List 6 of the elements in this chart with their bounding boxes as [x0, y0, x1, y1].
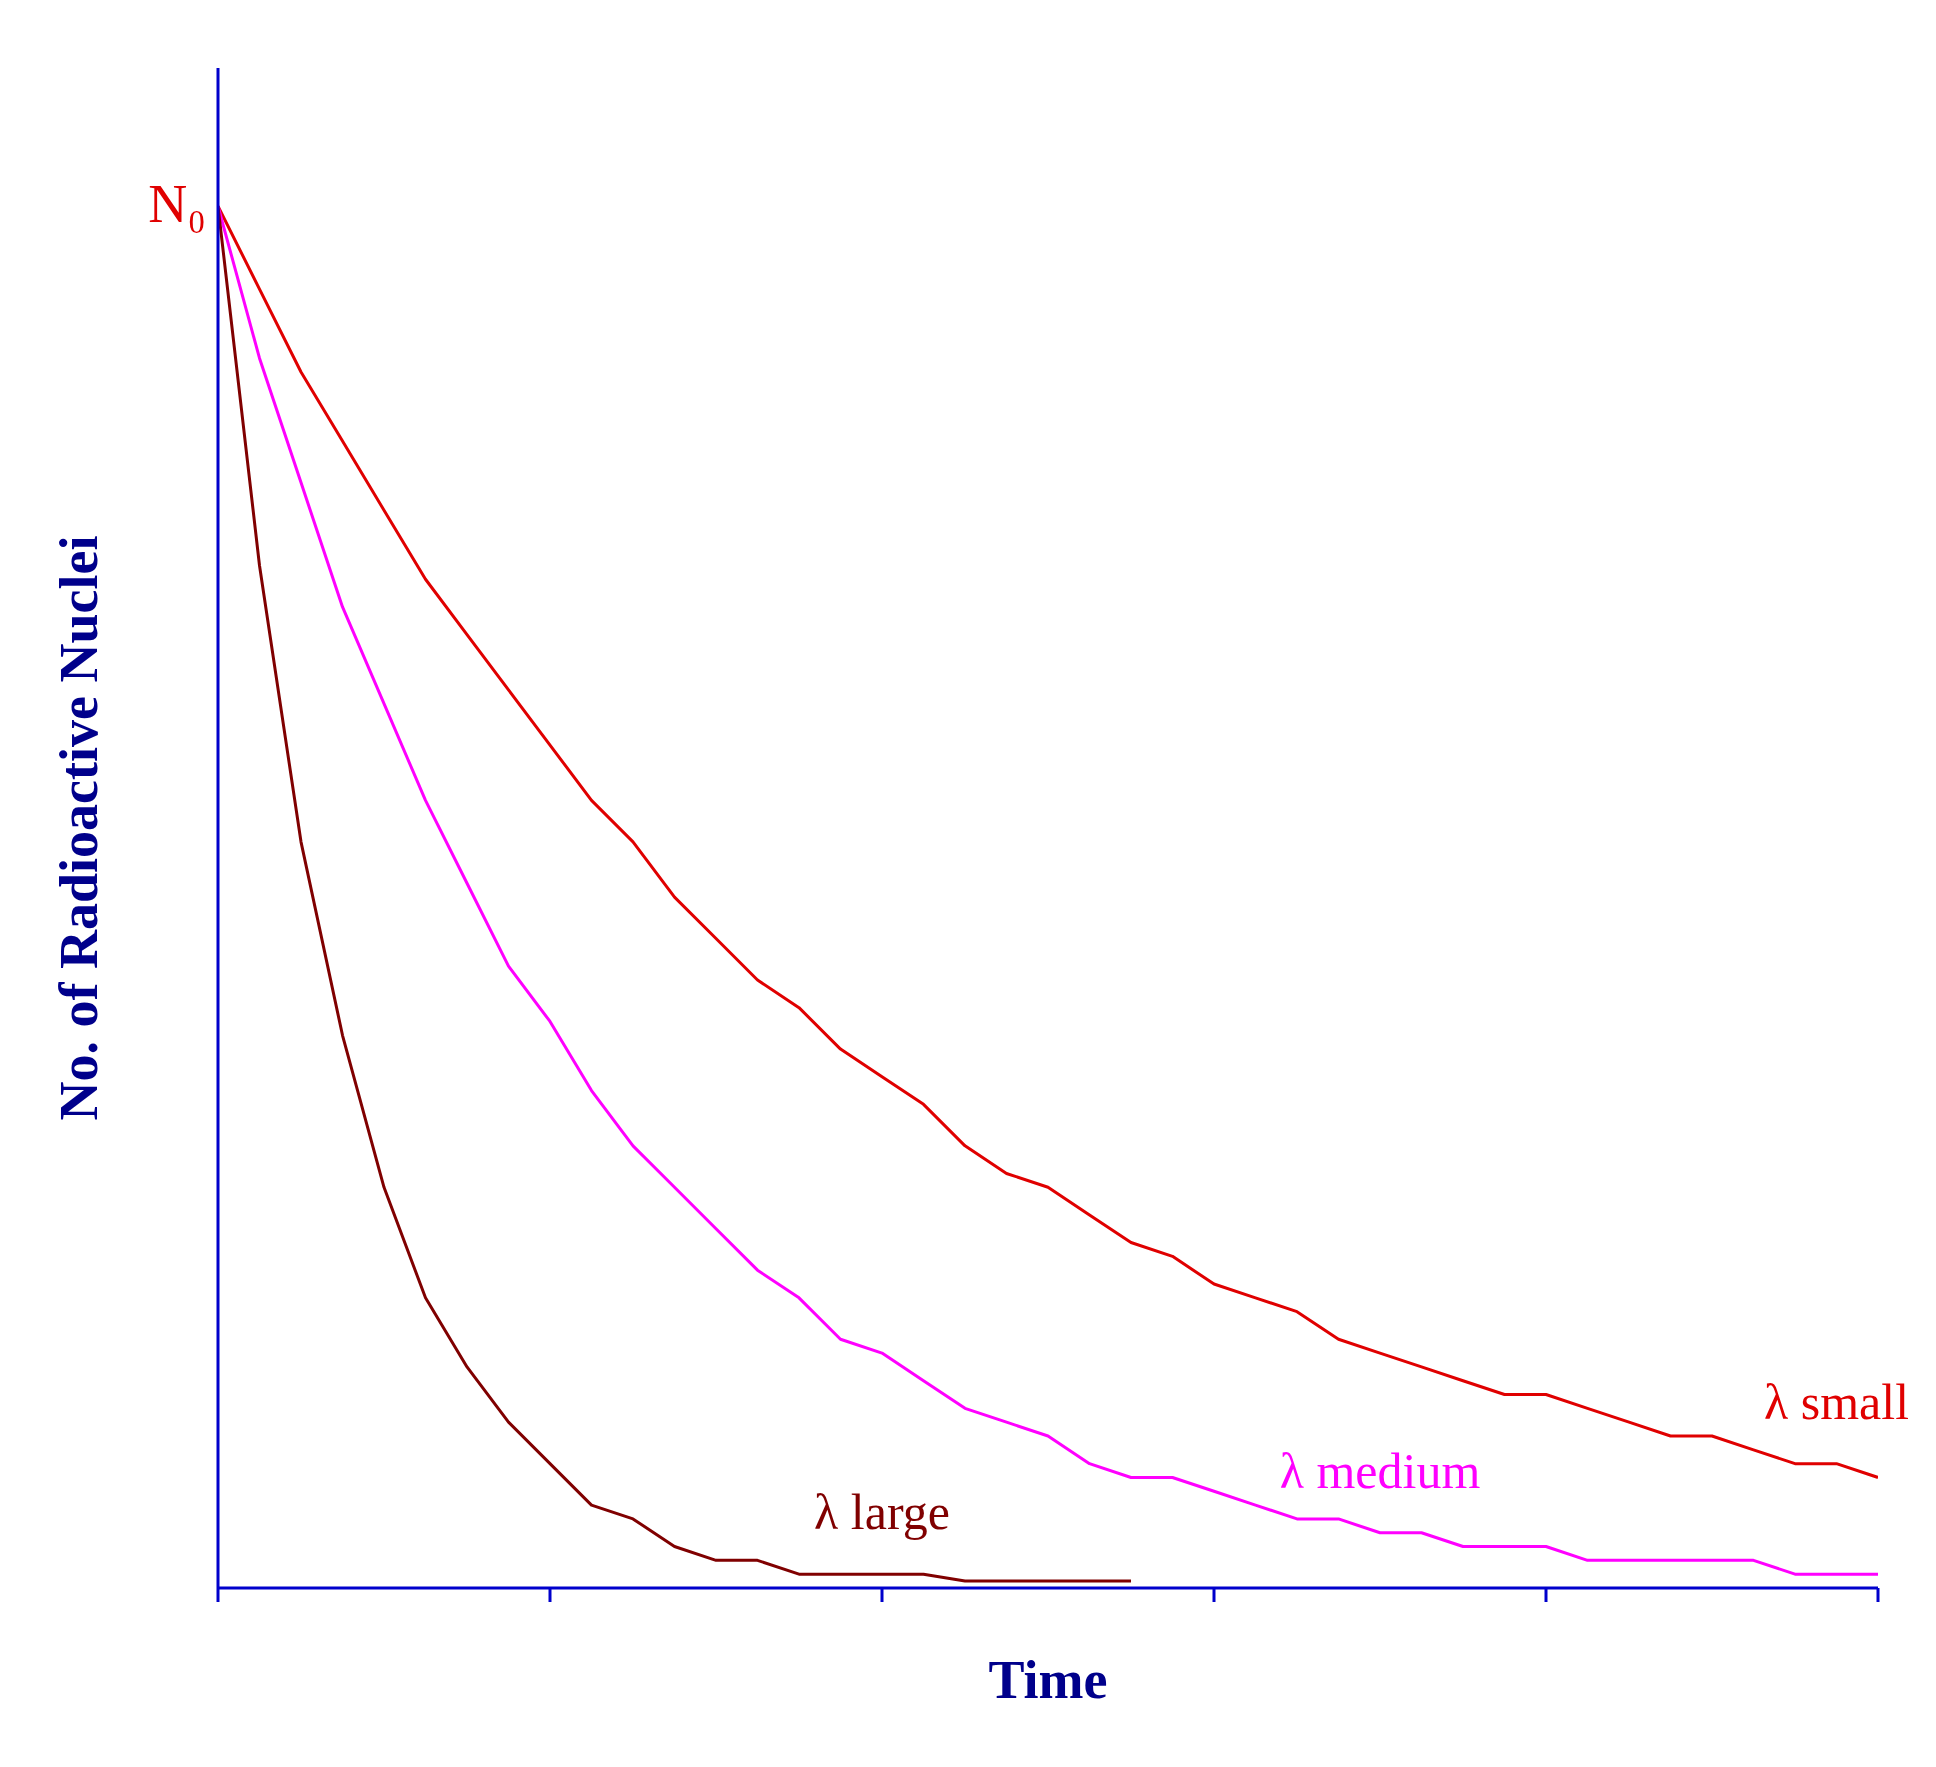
y-axis-title: No. of Radioactive Nuclei — [49, 535, 110, 1121]
text: N₀ — [148, 174, 206, 235]
series-label: λ medium — [1279, 1442, 1481, 1499]
x-axis-title: Time — [988, 1650, 1108, 1710]
series-label: λ small — [1763, 1373, 1910, 1430]
series-label: λ large — [814, 1484, 950, 1541]
